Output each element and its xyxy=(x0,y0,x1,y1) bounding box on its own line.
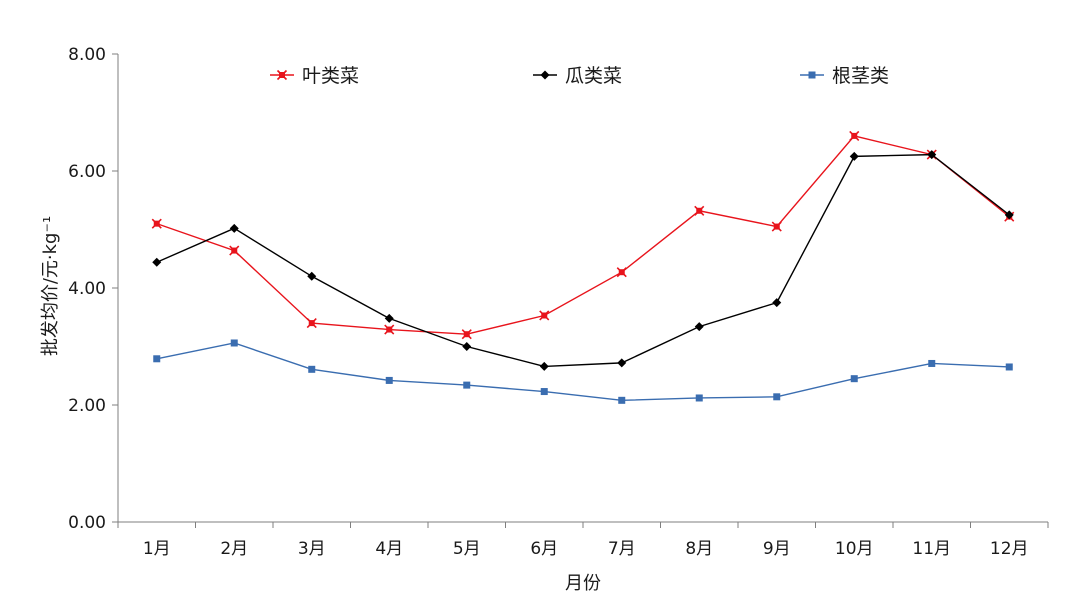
series-line xyxy=(156,153,1010,368)
data-point xyxy=(151,218,162,229)
series-1 xyxy=(151,130,1015,340)
legend-label: 叶类菜 xyxy=(302,65,359,87)
data-point xyxy=(849,151,859,161)
x-tick-label: 11月 xyxy=(912,539,951,559)
data-point xyxy=(772,298,782,308)
data-point xyxy=(229,245,240,256)
y-tick-label: 2.00 xyxy=(68,396,106,416)
series-2 xyxy=(152,150,1014,371)
data-point xyxy=(773,393,781,401)
legend-label: 根茎类 xyxy=(832,65,889,87)
data-point xyxy=(463,381,471,389)
x-axis-ticks: 1月 2月 3月 4月 5月 6月 7月 8月 9月 10月 11月 12月 xyxy=(117,522,1049,559)
data-point xyxy=(308,365,316,373)
data-point xyxy=(540,388,548,396)
x-axis-title: 月份 xyxy=(565,573,601,594)
data-point xyxy=(618,396,626,404)
series-3 xyxy=(153,339,1013,404)
data-point xyxy=(384,324,395,335)
data-point xyxy=(927,150,937,160)
data-point xyxy=(153,355,161,363)
data-point xyxy=(462,342,472,351)
data-point xyxy=(850,375,858,383)
data-point xyxy=(616,267,627,278)
y-tick-label: 4.00 xyxy=(68,279,106,299)
y-tick-label: 0.00 xyxy=(68,513,106,533)
data-point xyxy=(385,376,393,384)
x-tick-label: 2月 xyxy=(220,539,248,559)
data-point xyxy=(617,358,627,368)
y-tick-label: 6.00 xyxy=(68,162,106,182)
data-point xyxy=(539,310,550,321)
legend: 叶类菜 瓜类菜 根茎类 xyxy=(270,65,889,87)
legend-item: 叶类菜 xyxy=(270,65,359,87)
x-tick-label: 10月 xyxy=(835,539,874,559)
legend-marker xyxy=(808,71,816,79)
data-point xyxy=(461,329,472,340)
data-point xyxy=(230,339,238,347)
data-point xyxy=(307,271,317,281)
series-line xyxy=(156,342,1010,402)
x-tick-label: 12月 xyxy=(990,539,1029,559)
data-point xyxy=(1005,363,1013,371)
data-point xyxy=(306,318,317,329)
legend-item: 瓜类菜 xyxy=(533,65,622,87)
legend-label: 瓜类菜 xyxy=(565,65,622,87)
x-tick-label: 4月 xyxy=(375,539,403,559)
data-point xyxy=(539,361,549,371)
x-tick-label: 7月 xyxy=(608,539,636,559)
data-point xyxy=(229,223,239,233)
y-axis-ticks: 0.00 2.00 4.00 6.00 8.00 xyxy=(68,45,118,533)
legend-marker xyxy=(276,69,288,81)
x-tick-label: 6月 xyxy=(530,539,558,559)
data-point xyxy=(152,257,162,267)
data-point xyxy=(384,313,394,323)
axes-layer xyxy=(117,54,1048,523)
data-point xyxy=(928,359,936,367)
legend-marker xyxy=(540,70,550,80)
y-axis-title: 批发均价/元·kg⁻¹ xyxy=(40,216,61,356)
series-layer xyxy=(151,130,1015,404)
data-point xyxy=(694,205,705,216)
data-point xyxy=(1004,210,1014,220)
data-point xyxy=(771,221,782,232)
y-tick-label: 8.00 xyxy=(68,45,106,65)
x-tick-label: 8月 xyxy=(685,539,713,559)
series-line xyxy=(156,135,1010,335)
data-point xyxy=(695,394,703,402)
data-point xyxy=(849,130,860,141)
legend-item: 根茎类 xyxy=(800,65,889,87)
x-tick-label: 1月 xyxy=(143,539,171,559)
x-tick-label: 5月 xyxy=(453,539,481,559)
data-point xyxy=(694,322,704,332)
x-tick-label: 9月 xyxy=(763,539,791,559)
x-tick-label: 3月 xyxy=(298,539,326,559)
